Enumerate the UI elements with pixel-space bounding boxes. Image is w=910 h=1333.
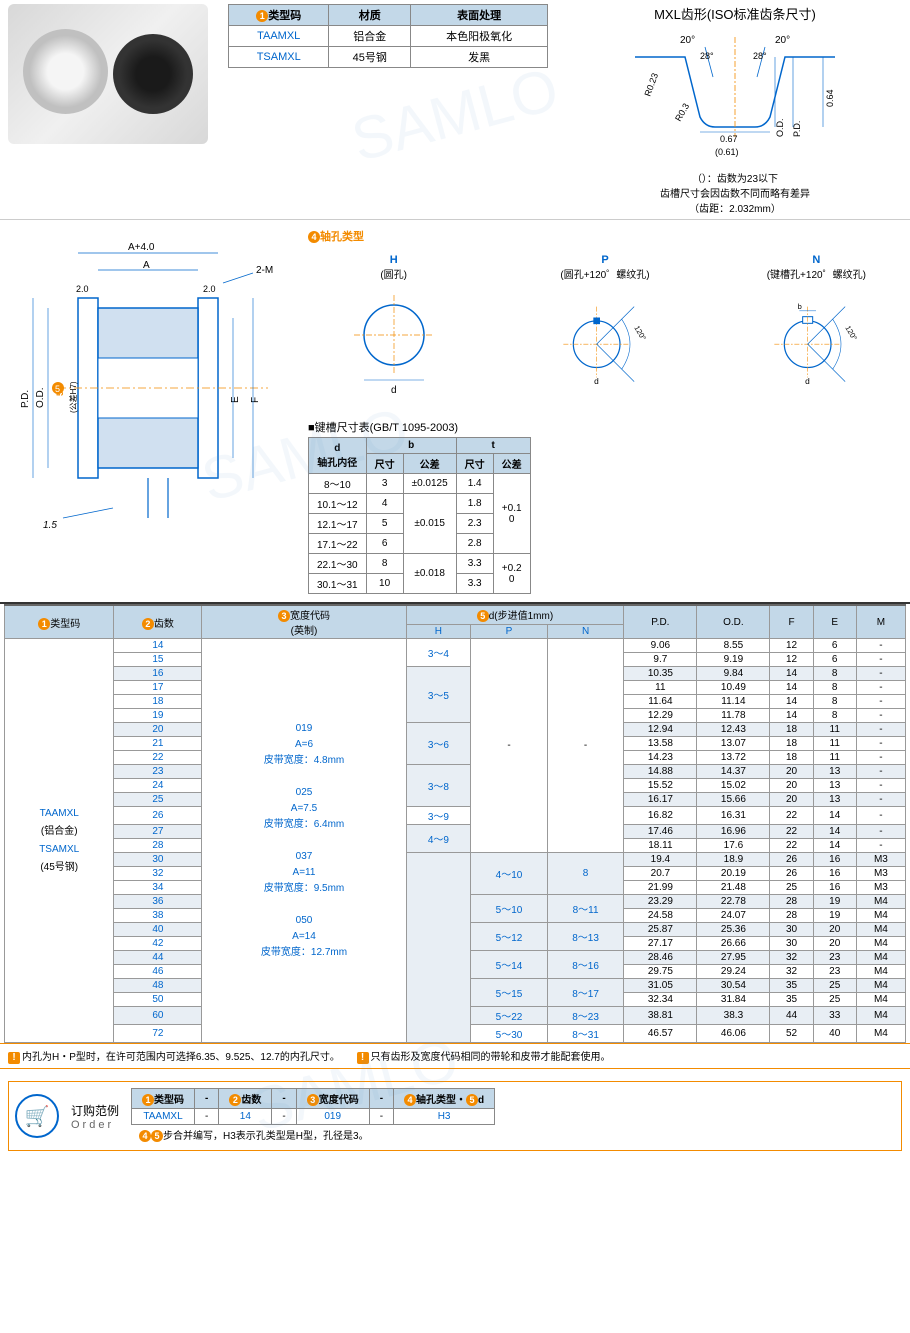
svg-text:2.0: 2.0	[203, 284, 216, 294]
svg-text:5: 5	[55, 384, 60, 394]
technical-drawing: A+4.0 A 2.0 2.0 2-M P.D. O.D. 5d 5 (公差H7…	[8, 228, 288, 594]
svg-text:d: d	[391, 385, 397, 395]
svg-text:20°: 20°	[680, 35, 695, 46]
th: 类型码	[268, 10, 301, 22]
svg-text:d: d	[805, 376, 810, 386]
svg-text:b: b	[798, 302, 802, 311]
bore-code: N	[731, 254, 902, 266]
bore-code: P	[519, 254, 690, 266]
td: TSAMXL	[229, 47, 329, 68]
svg-text:P.D.: P.D.	[20, 390, 31, 408]
th: 表面处理	[411, 5, 548, 26]
bore-title: 轴孔类型	[320, 231, 364, 243]
bore-types: H (圆孔) d P (圆孔+120゜螺纹孔) 120° d N (键槽孔+120…	[308, 254, 902, 399]
td: 铝合金	[329, 26, 411, 47]
mxl-title: MXL齿形(ISO标准齿条尺寸)	[568, 4, 902, 23]
td: TAAMXL	[229, 26, 329, 47]
spec-table: 1类型码 材质 表面处理 TAAMXL铝合金本色阳极氧化 TSAMXL45号钢发…	[228, 4, 548, 68]
svg-text:O.D.: O.D.	[35, 387, 46, 408]
td: 45号钢	[329, 47, 411, 68]
svg-text:R0.23: R0.23	[642, 72, 660, 98]
key-table-title: ■键槽尺寸表(GB/T 1095-2003)	[308, 419, 902, 435]
mxl-note: （）：齿数为23以下	[568, 170, 902, 185]
main-spec-table: 1类型码 2齿数 3宽度代码(英制) 5d(步进值1mm) P.D. O.D. …	[4, 604, 906, 1043]
svg-text:2.0: 2.0	[76, 284, 89, 294]
svg-text:120°: 120°	[632, 324, 648, 342]
td: 发黑	[411, 47, 548, 68]
svg-text:120°: 120°	[844, 324, 860, 342]
svg-text:A: A	[143, 260, 150, 271]
svg-text:1.5: 1.5	[43, 520, 57, 531]
svg-text:O.D.: O.D.	[775, 118, 785, 137]
mxl-tooth-profile: MXL齿形(ISO标准齿条尺寸) 20° 20° 28° 28° R0.23 R…	[568, 4, 902, 215]
bore-code: H	[308, 254, 479, 266]
order-label-en: Order	[71, 1119, 119, 1131]
svg-text:d: d	[594, 376, 599, 386]
svg-text:(0.61): (0.61)	[715, 147, 739, 157]
svg-text:28°: 28°	[700, 51, 714, 61]
svg-text:P.D.: P.D.	[792, 121, 802, 137]
svg-text:0.67: 0.67	[720, 134, 738, 144]
svg-text:28°: 28°	[753, 51, 767, 61]
note: 只有齿形及宽度代码相同的带轮和皮带才能配套使用。	[371, 1052, 611, 1063]
badge-4: 4	[308, 231, 320, 243]
note: 内孔为H・P型时，在许可范围内可选择6.35、9.525、12.7的内孔尺寸。	[22, 1052, 340, 1063]
order-example: 🛒 订购范例 Order 1类型码- 2齿数- 3宽度代码- 4轴孔类型・5d …	[8, 1081, 902, 1151]
td: 本色阳极氧化	[411, 26, 548, 47]
product-image	[8, 4, 208, 144]
bore-desc: (圆孔)	[308, 266, 479, 281]
th: 材质	[329, 5, 411, 26]
order-label: 订购范例	[71, 1102, 119, 1119]
svg-text:A+4.0: A+4.0	[128, 242, 155, 253]
bore-desc: (圆孔+120゜螺纹孔)	[519, 266, 690, 281]
note-bar: !内孔为H・P型时，在许可范围内可选择6.35、9.525、12.7的内孔尺寸。…	[0, 1043, 910, 1069]
key-table: ■键槽尺寸表(GB/T 1095-2003) d 轴孔内径bt 尺寸公差尺寸公差…	[308, 419, 902, 594]
mxl-note: （齿距：2.032mm）	[568, 200, 902, 215]
bore-desc: (键槽孔+120゜螺纹孔)	[731, 266, 902, 281]
mxl-note: 齿槽尺寸会因齿数不同而略有差异	[568, 185, 902, 200]
svg-text:2-M: 2-M	[256, 265, 273, 276]
badge-1: 1	[256, 10, 268, 22]
svg-text:E: E	[230, 396, 241, 403]
svg-text:0.64: 0.64	[825, 89, 835, 107]
svg-text:20°: 20°	[775, 35, 790, 46]
svg-text:R0.3: R0.3	[673, 102, 691, 123]
svg-text:F: F	[250, 397, 261, 403]
svg-text:(公差H7): (公差H7)	[68, 381, 78, 413]
cart-icon: 🛒	[15, 1094, 59, 1138]
